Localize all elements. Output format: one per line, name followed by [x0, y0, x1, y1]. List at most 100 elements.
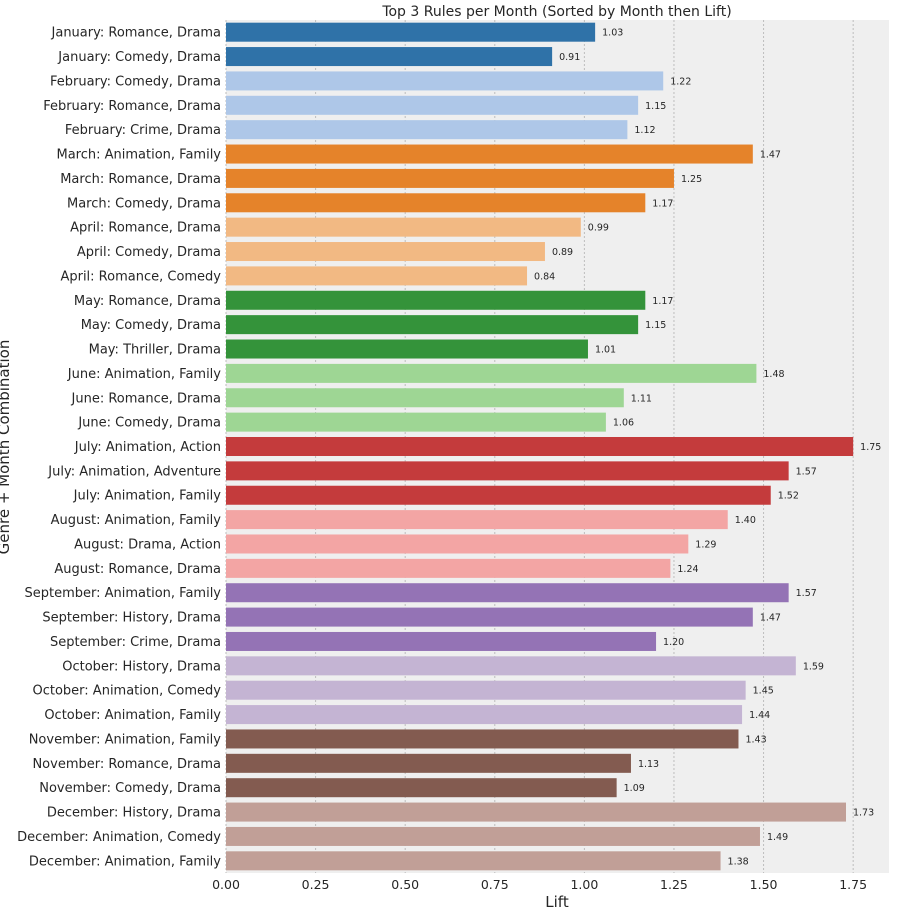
x-tick-label: 0.00 [212, 877, 240, 892]
y-tick-label: February: Crime, Drama [65, 123, 221, 138]
y-tick-label: August: Animation, Family [51, 513, 222, 528]
data-label: 1.57 [796, 588, 817, 599]
bar [226, 826, 760, 846]
x-tick-label: 1.25 [660, 877, 688, 892]
data-label: 1.59 [803, 661, 824, 672]
data-label: 0.84 [534, 271, 555, 282]
data-label: 0.89 [552, 247, 573, 258]
y-tick-label: November: Animation, Family [29, 732, 222, 747]
data-label: 1.20 [663, 637, 684, 648]
data-label: 0.99 [588, 223, 609, 234]
data-label: 1.47 [760, 613, 781, 624]
data-label: 1.17 [652, 296, 673, 307]
y-tick-label: January: Comedy, Drama [57, 50, 221, 65]
y-tick-label: May: Romance, Drama [74, 294, 221, 309]
bar [226, 339, 588, 359]
data-label: 1.49 [767, 832, 788, 843]
bar [226, 705, 743, 725]
y-tick-label: June: Animation, Family [67, 367, 222, 382]
bar [226, 388, 624, 408]
bar [226, 363, 757, 383]
y-tick-label: June: Comedy, Drama [77, 416, 221, 431]
y-tick-label: October: History, Drama [62, 659, 221, 674]
data-label: 1.09 [624, 783, 645, 794]
y-tick-label: September: Crime, Drama [50, 635, 221, 650]
data-label: 1.40 [735, 515, 756, 526]
bar [226, 485, 771, 505]
data-label: 1.06 [613, 418, 634, 429]
chart-title: Top 3 Rules per Month (Sorted by Month t… [381, 4, 731, 20]
y-tick-label: March: Comedy, Drama [67, 196, 221, 211]
y-tick-label: October: Animation, Family [44, 708, 221, 723]
bar [226, 315, 639, 335]
y-tick-label: July: Animation, Action [74, 440, 221, 455]
bar [226, 729, 739, 749]
data-label: 1.45 [753, 686, 774, 697]
data-label: 1.25 [681, 174, 702, 185]
y-tick-labels: January: Romance, Drama January: Comedy, … [17, 26, 221, 870]
y-tick-label: September: Animation, Family [24, 586, 221, 601]
x-axis-label: Lift [545, 893, 569, 911]
y-tick-label: February: Romance, Drama [43, 99, 221, 114]
bar [226, 802, 846, 822]
y-tick-label: May: Comedy, Drama [81, 318, 221, 333]
y-tick-label: March: Romance, Drama [60, 172, 221, 187]
y-tick-label: March: Animation, Family [56, 148, 221, 163]
data-label: 1.15 [645, 320, 666, 331]
y-tick-label: November: Comedy, Drama [39, 781, 221, 796]
data-label: 1.43 [745, 734, 766, 745]
bar [226, 95, 639, 115]
y-tick-label: July: Animation, Family [73, 489, 222, 504]
y-tick-label: August: Romance, Drama [54, 562, 221, 577]
data-label: 1.48 [763, 369, 784, 380]
y-tick-label: January: Romance, Drama [51, 26, 221, 41]
y-tick-label: April: Comedy, Drama [77, 245, 221, 260]
data-label: 0.91 [559, 52, 580, 63]
bar [226, 607, 753, 627]
y-tick-label: December: History, Drama [47, 806, 221, 821]
bar [226, 851, 721, 871]
y-tick-label: October: Animation, Comedy [33, 684, 222, 699]
bars [226, 22, 854, 871]
bar [226, 242, 545, 262]
y-tick-label: December: Animation, Family [29, 854, 221, 869]
bar [226, 266, 528, 286]
data-label: 1.13 [638, 759, 659, 770]
bar [226, 144, 753, 164]
data-label: 1.24 [677, 564, 698, 575]
bar [226, 631, 657, 651]
bar [226, 412, 606, 432]
y-tick-label: February: Comedy, Drama [50, 74, 221, 89]
x-tick-labels: 0.00 0.25 0.50 0.75 1.00 1.25 1.50 1.75 [212, 877, 867, 892]
bar [226, 778, 617, 798]
bar [226, 461, 789, 481]
y-tick-label: June: Romance, Drama [71, 391, 221, 406]
data-label: 1.12 [634, 125, 655, 136]
bar [226, 510, 728, 530]
y-tick-label: December: Animation, Comedy [17, 830, 221, 845]
data-labels: 1.03 0.91 1.22 1.15 1.12 1.47 1.25 1.17 0.99 0.89… [534, 28, 881, 868]
bar [226, 71, 664, 91]
data-label: 1.47 [760, 150, 781, 161]
data-label: 1.52 [778, 491, 799, 502]
data-label: 1.29 [695, 539, 716, 550]
x-tick-label: 1.50 [750, 877, 778, 892]
y-tick-label: August: Drama, Action [74, 537, 221, 552]
bar [226, 47, 553, 67]
data-label: 1.01 [595, 345, 616, 356]
data-label: 1.11 [631, 393, 652, 404]
data-label: 1.57 [796, 466, 817, 477]
x-tick-label: 1.00 [570, 877, 598, 892]
data-label: 1.44 [749, 710, 770, 721]
bar [226, 753, 631, 773]
y-tick-label: May: Thriller, Drama [89, 343, 221, 358]
bar [226, 120, 628, 140]
data-label: 1.75 [860, 442, 881, 453]
x-tick-label: 0.25 [302, 877, 330, 892]
x-tick-label: 1.75 [839, 877, 867, 892]
y-axis-label: Genre + Month Combination [0, 340, 13, 555]
data-label: 1.17 [652, 198, 673, 209]
data-label: 1.03 [602, 28, 623, 39]
x-tick-label: 0.50 [391, 877, 419, 892]
